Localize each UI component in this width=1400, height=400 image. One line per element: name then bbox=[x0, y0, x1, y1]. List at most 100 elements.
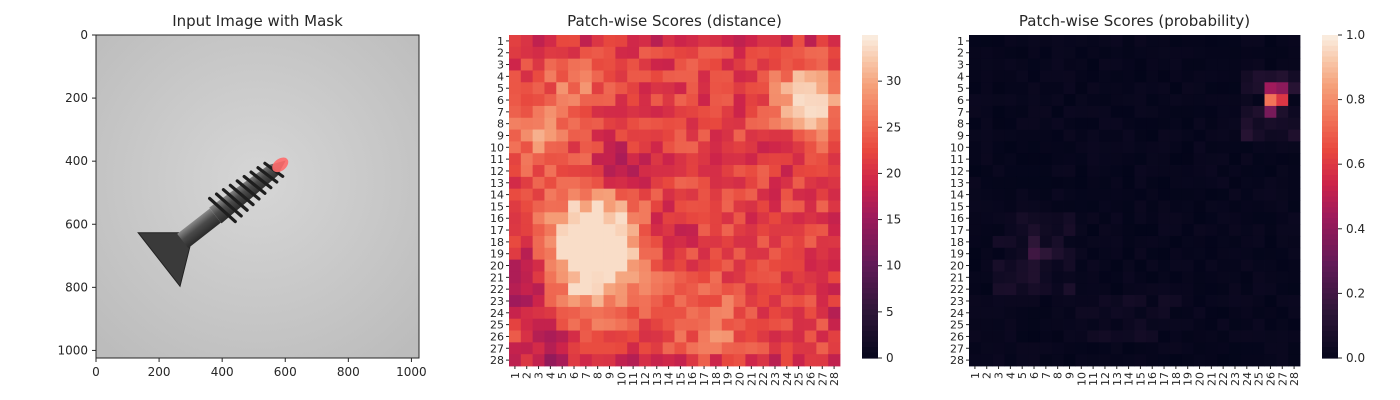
heatmap-cell bbox=[603, 188, 616, 201]
heatmap-cell bbox=[1004, 141, 1017, 154]
heatmap-cell bbox=[1004, 35, 1017, 48]
heatmap-cell bbox=[1288, 306, 1301, 320]
heatmap-cell bbox=[509, 165, 522, 178]
heatmap-cell bbox=[1087, 295, 1100, 308]
heatmap-cell bbox=[969, 35, 982, 48]
heatmap-cell bbox=[532, 247, 545, 261]
heatmap-cell bbox=[816, 117, 829, 130]
col-tick-label: 24 bbox=[781, 372, 794, 386]
heatmap-cell bbox=[1264, 46, 1277, 60]
row-tick-label: 13 bbox=[950, 177, 964, 190]
heatmap-cell bbox=[721, 283, 735, 296]
colorbar-segment bbox=[1322, 288, 1338, 294]
heatmap-cell bbox=[1240, 94, 1254, 107]
heatmap-cell bbox=[1217, 354, 1230, 367]
colorbar-segment bbox=[862, 148, 878, 155]
heatmap-cell bbox=[650, 94, 664, 107]
heatmap-cell bbox=[804, 306, 817, 320]
col-tick-label: 5 bbox=[556, 372, 569, 379]
heatmap-cell bbox=[674, 295, 687, 308]
heatmap-cell bbox=[674, 235, 687, 249]
heatmap-cell bbox=[804, 247, 817, 261]
heatmap-cell bbox=[1264, 212, 1277, 225]
heatmap-cell bbox=[1240, 105, 1254, 119]
heatmap-cell bbox=[816, 35, 829, 48]
heatmap-cell bbox=[1028, 306, 1041, 320]
heatmap-cell bbox=[698, 153, 711, 166]
colorbar-segment bbox=[1322, 223, 1338, 230]
heatmap-cell bbox=[757, 105, 770, 119]
heatmap-cell bbox=[509, 141, 522, 154]
heatmap-cell bbox=[828, 354, 841, 367]
heatmap-cell bbox=[792, 283, 805, 296]
heatmap-cell bbox=[639, 141, 652, 154]
heatmap-cell bbox=[1276, 330, 1289, 343]
heatmap-cell bbox=[1146, 58, 1159, 71]
heatmap-cell bbox=[980, 247, 994, 261]
heatmap-cell bbox=[757, 295, 770, 308]
heatmap-cell bbox=[698, 342, 711, 355]
heatmap-cell bbox=[816, 46, 829, 60]
heatmap-cell bbox=[698, 330, 711, 343]
heatmap-cell bbox=[1075, 306, 1088, 320]
heatmap-cell bbox=[603, 82, 616, 95]
heatmap-cell bbox=[733, 82, 746, 95]
distance-heatmap-panel: Patch-wise Scores (distance)123456789101… bbox=[490, 12, 901, 386]
heatmap-cell bbox=[1288, 82, 1301, 95]
heatmap-cell bbox=[627, 35, 640, 48]
heatmap-cell bbox=[1240, 283, 1254, 296]
heatmap-cell bbox=[556, 165, 569, 178]
heatmap-cell bbox=[1229, 153, 1242, 166]
heatmap-cell bbox=[1075, 117, 1088, 130]
heatmap-cell bbox=[1252, 271, 1265, 284]
heatmap-cell bbox=[733, 70, 746, 83]
heatmap-cell bbox=[769, 342, 782, 355]
heatmap-cell bbox=[992, 271, 1005, 284]
heatmap-cell bbox=[1252, 235, 1265, 249]
screw-object bbox=[137, 157, 289, 288]
heatmap-cell bbox=[1028, 224, 1041, 237]
heatmap-cell bbox=[556, 283, 569, 296]
colorbar-segment bbox=[862, 121, 878, 128]
heatmap-cell bbox=[980, 141, 994, 154]
heatmap-cell bbox=[1229, 141, 1242, 154]
heatmap-cell bbox=[1051, 94, 1064, 107]
heatmap-cell bbox=[568, 354, 581, 367]
heatmap-cell bbox=[769, 295, 782, 308]
heatmap-cell bbox=[828, 330, 841, 343]
heatmap-cell bbox=[1229, 200, 1242, 213]
heatmap-cell bbox=[709, 354, 723, 367]
heatmap-cell bbox=[992, 354, 1005, 367]
col-tick-label: 10 bbox=[615, 372, 628, 386]
colorbar-tick-label: 15 bbox=[886, 213, 901, 227]
row-tick-label: 1 bbox=[957, 35, 964, 48]
heatmap-cell bbox=[591, 212, 604, 225]
col-tick-label: 10 bbox=[1075, 372, 1088, 386]
heatmap-cell bbox=[769, 330, 782, 343]
heatmap-cell bbox=[792, 235, 805, 249]
colorbar-segment bbox=[1322, 126, 1338, 133]
heatmap-cell bbox=[1122, 141, 1135, 154]
heatmap-cell bbox=[757, 35, 770, 48]
heatmap-cell bbox=[1205, 129, 1218, 142]
heatmap-cell bbox=[733, 105, 746, 119]
heatmap-cell bbox=[1158, 212, 1171, 225]
heatmap-cell bbox=[1087, 58, 1100, 71]
heatmap-cell bbox=[757, 271, 770, 284]
heatmap-cell bbox=[1229, 35, 1242, 48]
heatmap-cell bbox=[1181, 224, 1195, 237]
heatmap-cell bbox=[721, 58, 735, 71]
heatmap-cell bbox=[662, 153, 675, 166]
colorbar-tick-label: 1.0 bbox=[1346, 28, 1365, 42]
heatmap-cell bbox=[627, 70, 640, 83]
heatmap-cell bbox=[769, 82, 782, 95]
heatmap-cell bbox=[828, 188, 841, 201]
heatmap-cell bbox=[816, 165, 829, 178]
heatmap-cell bbox=[769, 271, 782, 284]
heatmap-cell bbox=[792, 129, 805, 142]
heatmap-cell bbox=[532, 354, 545, 367]
row-tick-label: 12 bbox=[490, 165, 504, 178]
heatmap-cell bbox=[568, 153, 581, 166]
heatmap-cell bbox=[709, 342, 723, 355]
heatmap-cell bbox=[650, 141, 664, 154]
